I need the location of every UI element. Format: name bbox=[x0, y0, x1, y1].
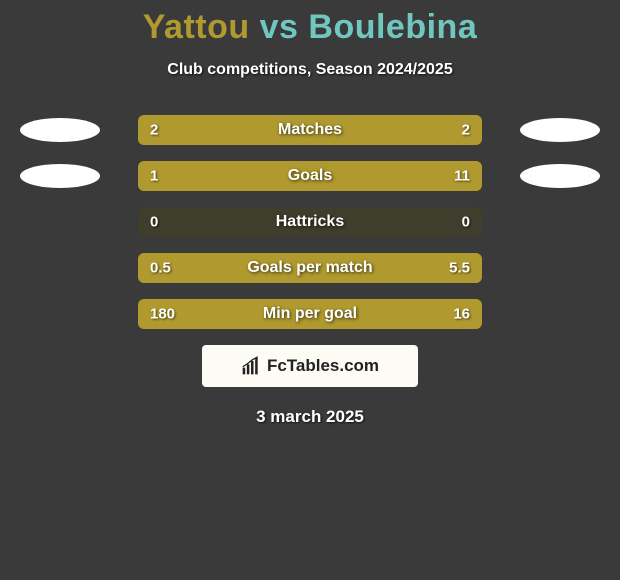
player1-photo bbox=[20, 118, 100, 142]
bar-track: 00Hattricks bbox=[138, 207, 482, 237]
stat-row: 111Goals bbox=[0, 161, 620, 191]
subtitle: Club competitions, Season 2024/2025 bbox=[0, 61, 620, 79]
chart-area: 22Matches 111Goals 00Hattricks 0.55.5Goals … bbox=[0, 115, 620, 329]
date-label: 3 march 2025 bbox=[0, 407, 620, 427]
bar-track: 22Matches bbox=[138, 115, 482, 145]
player2-photo bbox=[520, 164, 600, 188]
player2-photo bbox=[520, 118, 600, 142]
stat-label: Min per goal bbox=[138, 305, 482, 323]
title-player1: Yattou bbox=[143, 8, 250, 46]
bar-track: 18016Min per goal bbox=[138, 299, 482, 329]
title-player2: Boulebina bbox=[308, 8, 477, 46]
comparison-infographic: Yattou vs Boulebina Club competitions, S… bbox=[0, 0, 620, 580]
branding-text: FcTables.com bbox=[267, 356, 379, 376]
stat-row: 22Matches bbox=[0, 115, 620, 145]
stat-row: 0.55.5Goals per match bbox=[0, 253, 620, 283]
stat-row: 00Hattricks bbox=[0, 207, 620, 237]
bar-track: 0.55.5Goals per match bbox=[138, 253, 482, 283]
bar-track: 111Goals bbox=[138, 161, 482, 191]
stat-label: Matches bbox=[138, 121, 482, 139]
page-title: Yattou vs Boulebina bbox=[0, 0, 620, 47]
stat-label: Goals per match bbox=[138, 259, 482, 277]
stat-label: Hattricks bbox=[138, 213, 482, 231]
branding-badge[interactable]: FcTables.com bbox=[202, 345, 418, 387]
player1-photo bbox=[20, 164, 100, 188]
stat-row: 18016Min per goal bbox=[0, 299, 620, 329]
bar-chart-icon bbox=[241, 356, 261, 376]
title-vs: vs bbox=[260, 8, 299, 46]
stat-label: Goals bbox=[138, 167, 482, 185]
